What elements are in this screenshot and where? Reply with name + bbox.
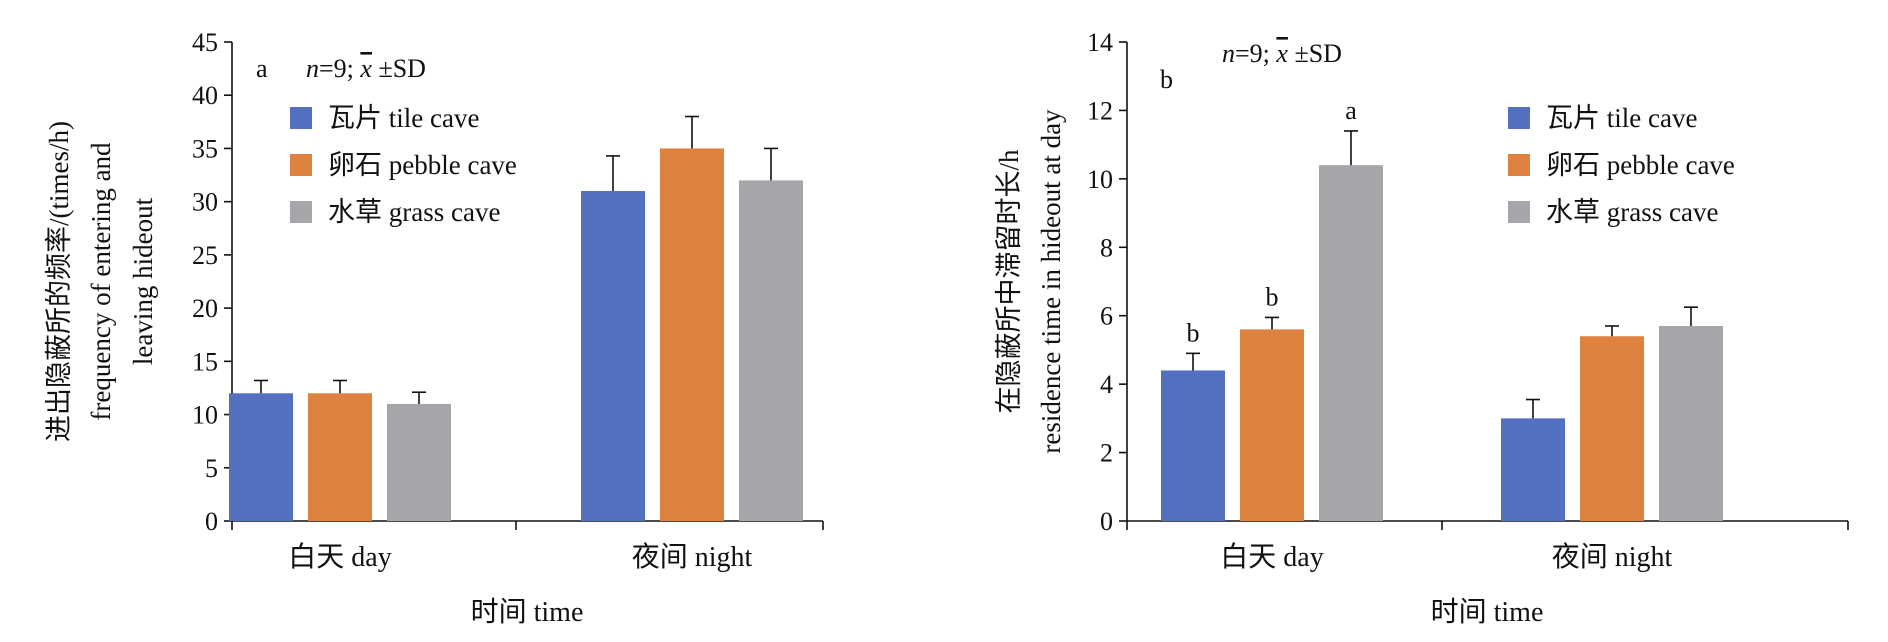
bar-3-2 [1659, 325, 1723, 521]
x-category-label: 白天 day [288, 541, 391, 573]
y-tick-label: 4 [1100, 370, 1113, 399]
panel-label: b [1160, 65, 1173, 94]
legend-label: 卵石 pebble cave [328, 150, 517, 180]
y-tick-label: 40 [192, 81, 218, 110]
y-axis-label: 在隐蔽所中滞留时长/h [994, 149, 1024, 414]
y-axis-label: leaving hideout [128, 197, 158, 365]
y-tick-label: 30 [192, 188, 218, 217]
y-axis-label: frequency of entering and [86, 142, 116, 421]
bar-2-1 [308, 393, 372, 521]
annotation-eq: =9; [319, 54, 360, 83]
annotation-sd: ±SD [1288, 39, 1342, 68]
y-tick-label: 0 [205, 507, 218, 536]
y-tick-label: 2 [1100, 439, 1113, 468]
y-tick-label: 25 [192, 241, 218, 270]
annotation-sd: ±SD [372, 54, 426, 83]
bar-1-2 [1501, 418, 1565, 521]
bar-2-1 [1240, 329, 1304, 521]
legend-label: 瓦片 tile cave [1546, 103, 1697, 133]
bar-3-2 [739, 180, 803, 521]
legend-swatch [290, 201, 312, 223]
x-category-label: 夜间 night [1552, 541, 1673, 573]
bar-3-1 [387, 403, 451, 521]
legend-label: 水草 grass cave [1546, 197, 1718, 227]
bar-3-1 [1319, 165, 1383, 521]
sample-size-annotation: n=9; x ±SD [306, 54, 426, 83]
y-tick-label: 10 [1087, 165, 1113, 194]
legend-swatch [1508, 154, 1530, 176]
y-tick-label: 45 [192, 28, 218, 57]
x-category-label: 白天 day [1220, 541, 1323, 573]
legend-label: 瓦片 tile cave [328, 103, 479, 133]
legend-swatch [290, 154, 312, 176]
legend-label: 卵石 pebble cave [1546, 150, 1735, 180]
legend-swatch [290, 107, 312, 129]
annotation-xbar: x [1275, 39, 1288, 68]
annotation-n: n [1222, 39, 1235, 68]
bar-1-2 [581, 191, 645, 521]
legend-swatch [1508, 201, 1530, 223]
annotation-eq: =9; [1235, 39, 1276, 68]
sample-size-annotation: n=9; x ±SD [1222, 39, 1342, 68]
bar-2-2 [1580, 336, 1644, 521]
y-tick-label: 14 [1087, 28, 1113, 57]
chart-panel-a: 0 5 10 15 20 25 30 35 40 45 白天 day 夜间 night 瓦片 tile … [44, 28, 824, 628]
significance-letter: b [1266, 282, 1279, 311]
y-tick-label: 10 [192, 401, 218, 430]
significance-letter: a [1345, 96, 1357, 125]
y-tick-label: 8 [1100, 233, 1113, 262]
x-category-label: 夜间 night [632, 541, 753, 573]
y-tick-label: 12 [1087, 96, 1113, 125]
x-axis-label: 时间 time [1431, 596, 1544, 628]
y-tick-label: 5 [205, 454, 218, 483]
chart-panel-b: 0 2 4 6 8 10 12 14 白天 day 夜间 night b b a 瓦片 tile cave… [994, 28, 1849, 628]
y-axis-label: residence time in hideout at day [1036, 109, 1066, 454]
panel-label: a [256, 54, 268, 83]
significance-letter: b [1187, 318, 1200, 347]
y-tick-label: 35 [192, 134, 218, 163]
y-tick-label: 6 [1100, 302, 1113, 331]
bar-1-1 [1161, 370, 1225, 521]
y-tick-label: 20 [192, 294, 218, 323]
bar-2-2 [660, 148, 724, 521]
annotation-n: n [306, 54, 319, 83]
y-tick-label: 15 [192, 347, 218, 376]
legend-label: 水草 grass cave [328, 197, 500, 227]
y-tick-label: 0 [1100, 507, 1113, 536]
legend-swatch [1508, 107, 1530, 129]
bar-1-1 [229, 393, 293, 521]
annotation-xbar: x [359, 54, 372, 83]
x-axis-label: 时间 time [471, 596, 584, 628]
y-axis-label: 进出隐蔽所的频率/(times/h) [44, 121, 74, 442]
